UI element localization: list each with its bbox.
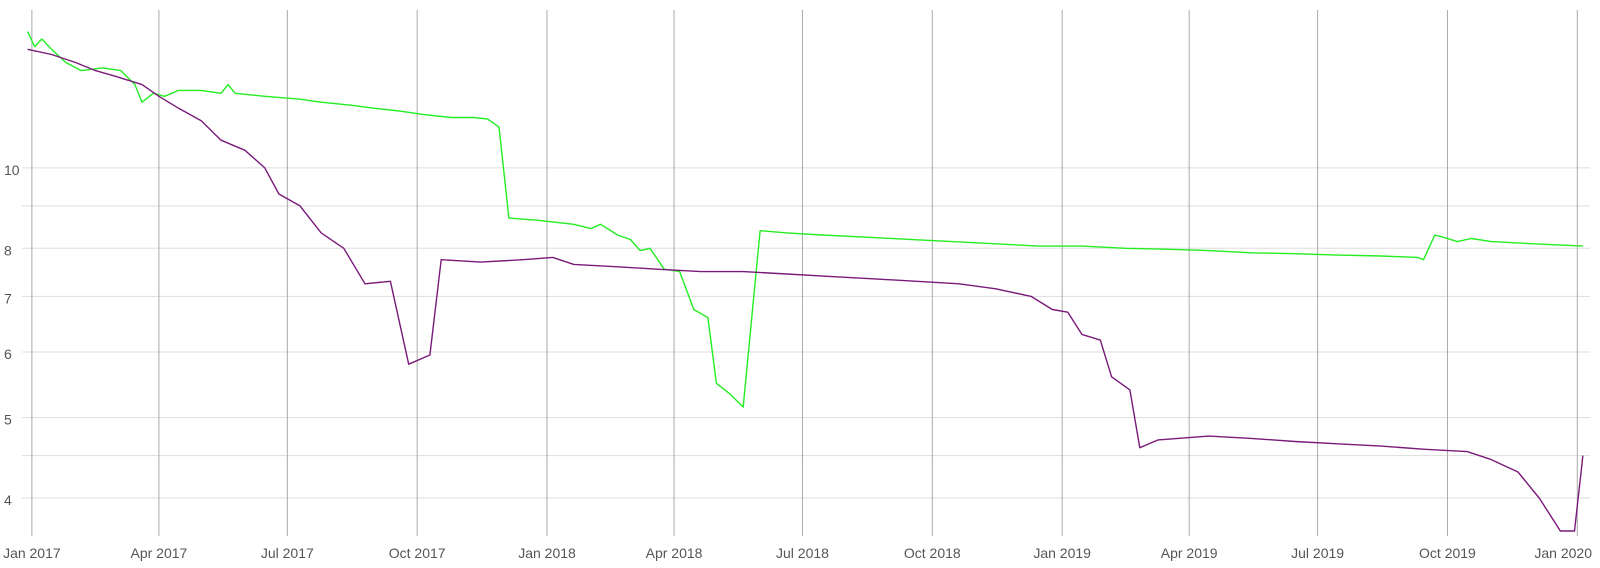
series-line-1	[26, 31, 1583, 408]
x-axis-tick-labels: Jan 2017 Apr 2017 Jul 2017 Oct 2017 Jan 2018…	[3, 545, 1592, 561]
grid	[22, 10, 1590, 536]
x-tick-label: Jul 2018	[776, 545, 829, 561]
series-line-2	[27, 48, 1584, 532]
y-tick-label: 4	[4, 492, 12, 508]
x-tick-label: Jan 2019	[1033, 545, 1091, 561]
x-tick-label: Jan 2017	[3, 545, 61, 561]
y-tick-label: 10	[4, 162, 20, 178]
y-tick-label: 6	[4, 346, 12, 362]
x-tick-label: Jan 2018	[518, 545, 576, 561]
x-tick-label: Apr 2019	[1161, 545, 1218, 561]
y-axis-tick-labels: 4 5 6 7 8 10	[4, 162, 20, 508]
x-tick-label: Oct 2018	[904, 545, 961, 561]
x-tick-label: Oct 2017	[389, 545, 446, 561]
x-tick-label: Jul 2017	[261, 545, 314, 561]
y-tick-label: 8	[4, 242, 12, 258]
x-tick-label: Apr 2018	[646, 545, 703, 561]
x-tick-label: Jul 2019	[1291, 545, 1344, 561]
series-group	[26, 31, 1584, 532]
y-tick-label: 7	[4, 290, 12, 306]
x-tick-label: Oct 2019	[1419, 545, 1476, 561]
y-tick-label: 5	[4, 412, 12, 428]
x-tick-label: Apr 2017	[130, 545, 187, 561]
x-tick-label: Jan 2020	[1534, 545, 1592, 561]
